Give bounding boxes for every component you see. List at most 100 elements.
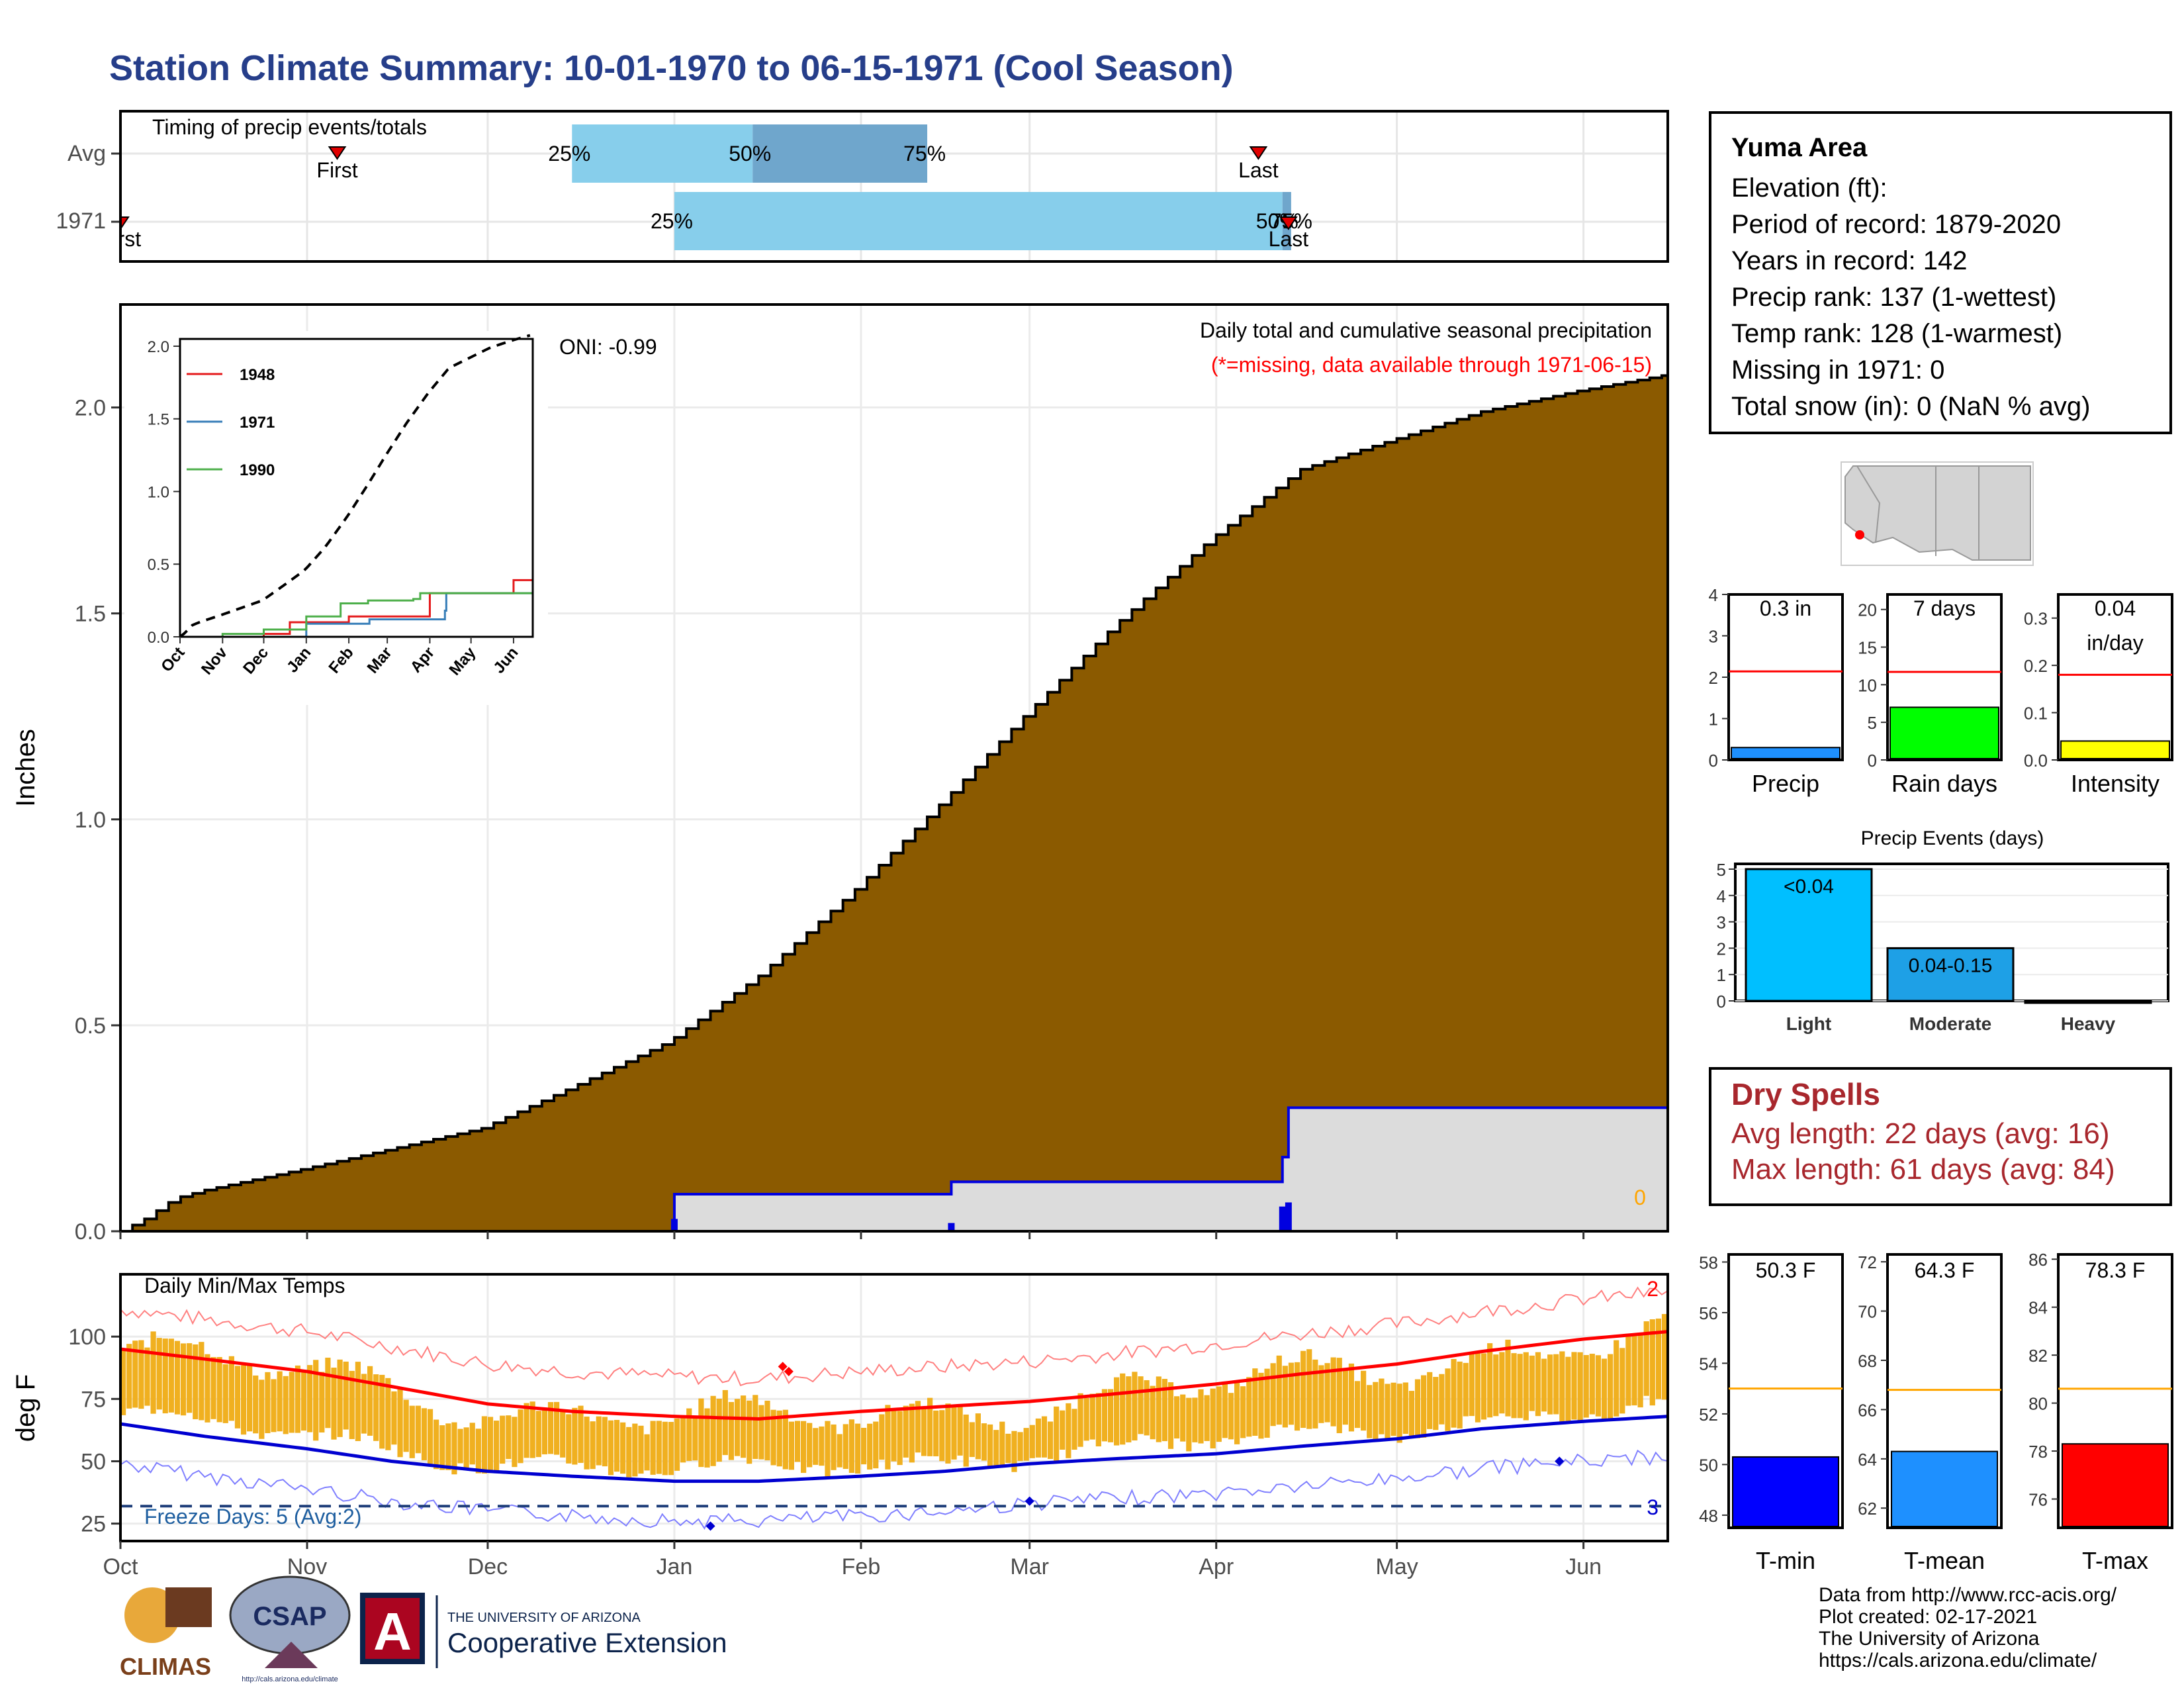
daily-temp-bar <box>187 1343 193 1413</box>
daily-temp-bar <box>253 1375 259 1434</box>
y-tick-label: 100 <box>68 1325 106 1350</box>
daily-temp-bar <box>1559 1351 1565 1423</box>
mini-y-label: 76 <box>2028 1490 2048 1510</box>
mini-y-label: 4 <box>1709 585 1718 605</box>
daily-temp-bar <box>247 1363 253 1432</box>
daily-temp-bar <box>578 1405 584 1463</box>
daily-precip-bar <box>1279 1206 1286 1231</box>
freeze-days-label: Freeze Days: 5 (Avg:2) <box>144 1505 361 1528</box>
daily-temp-bar <box>1216 1386 1222 1442</box>
mini-y-label: 1 <box>1709 710 1718 729</box>
daily-temp-bar <box>698 1398 704 1468</box>
daily-temp-bar <box>355 1362 361 1442</box>
daily-temp-bar <box>939 1410 945 1462</box>
station-map <box>1841 461 2034 566</box>
daily-temp-bar <box>1614 1340 1619 1417</box>
events-y-label: 4 <box>1717 886 1726 906</box>
daily-temp-bar <box>1318 1365 1324 1423</box>
daily-temp-bar <box>421 1408 428 1460</box>
mini-temp-value: 64.3 F <box>1915 1258 1975 1282</box>
daily-temp-bar <box>162 1338 168 1414</box>
daily-temp-bar <box>1517 1354 1523 1419</box>
daily-temp-bar <box>1373 1382 1379 1439</box>
daily-temp-bar <box>331 1368 337 1440</box>
daily-temp-bar <box>1427 1372 1433 1429</box>
daily-temp-bar <box>391 1391 397 1445</box>
daily-temp-bar <box>150 1331 156 1414</box>
mini-y-label: 48 <box>1699 1506 1718 1526</box>
mini-precip-frame <box>1727 593 1844 761</box>
mini-y-label: 0.3 <box>2024 609 2048 629</box>
cur-bar-25-50 <box>674 192 1283 250</box>
daily-temp-bar <box>741 1395 747 1458</box>
daily-temp-bar <box>240 1365 247 1435</box>
daily-temp-bar <box>337 1359 343 1437</box>
daily-temp-bar <box>1035 1418 1041 1458</box>
daily-temp-bar <box>210 1357 216 1419</box>
daily-temp-bar <box>1294 1362 1300 1431</box>
daily-temp-bar <box>554 1401 560 1455</box>
avg-last-label: Last <box>1238 158 1279 182</box>
daily-temp-bar <box>951 1405 957 1460</box>
daily-temp-bar <box>271 1379 277 1432</box>
daily-temp-bar <box>1336 1358 1342 1434</box>
daily-temp-bar <box>1011 1430 1017 1472</box>
daily-temp-bar <box>915 1401 921 1453</box>
mini-y-label: 58 <box>1699 1252 1718 1272</box>
daily-temp-bar <box>1288 1362 1295 1425</box>
daily-temp-bar <box>361 1374 367 1434</box>
daily-temp-bar <box>1306 1349 1312 1429</box>
daily-temp-bar <box>126 1344 132 1409</box>
dry-spells-box: Dry Spells Avg length: 22 days (avg: 16)… <box>1709 1067 2172 1206</box>
station-line: Years in record: 142 <box>1731 246 1968 275</box>
daily-temp-bar <box>873 1421 879 1469</box>
daily-temp-bar <box>807 1423 813 1468</box>
daily-temp-bar <box>1095 1393 1101 1446</box>
mini-y-label: 3 <box>1709 627 1718 647</box>
daily-temp-bar <box>1529 1355 1535 1411</box>
daily-temp-bar <box>957 1404 963 1456</box>
daily-temp-bar <box>1408 1391 1415 1438</box>
station-name: Yuma Area <box>1731 133 1868 162</box>
precip-y-axis-label: Inches <box>11 729 40 807</box>
daily-temp-bar <box>205 1354 210 1423</box>
avg-bar-50-75 <box>752 124 928 183</box>
daily-temp-bar <box>512 1417 518 1468</box>
inset-series-1990 <box>180 592 533 638</box>
mini-y-label: 0.1 <box>2024 704 2048 724</box>
inset-bg <box>124 331 548 705</box>
temps-panel: 25 50 75 100 Daily Min/Max Temps Freeze Days:… <box>11 1273 1669 1579</box>
daily-temp-bar <box>1066 1403 1071 1458</box>
mini-y-label: 66 <box>1858 1400 1877 1420</box>
daily-temp-bar <box>494 1421 500 1472</box>
events-y-label: 0 <box>1717 992 1726 1011</box>
daily-temp-bar <box>1499 1352 1505 1414</box>
daily-temp-bar <box>1234 1380 1240 1444</box>
daily-temp-bar <box>1565 1356 1571 1423</box>
daily-temp-bar <box>1457 1361 1463 1429</box>
daily-temp-bar <box>722 1389 728 1456</box>
inset-avg-line <box>179 334 531 638</box>
y-tick-label: 0.5 <box>75 1013 106 1039</box>
record-min-line <box>120 1449 1668 1530</box>
daily-temp-bar <box>144 1347 150 1406</box>
daily-temp-bar <box>1390 1382 1396 1436</box>
daily-temp-bar <box>307 1365 313 1432</box>
y-tick-label: 0.0 <box>75 1219 106 1244</box>
mini-y-label: 64 <box>1858 1450 1877 1470</box>
daily-temp-bar <box>921 1409 927 1456</box>
daily-temp-bar <box>825 1421 831 1477</box>
page-title: Station Climate Summary: 10-01-1970 to 0… <box>109 48 1234 88</box>
climas-mark-icon <box>165 1587 212 1627</box>
mini-temp-value: 78.3 F <box>2085 1258 2146 1282</box>
mini-precip-value: 0.3 in <box>1760 596 1811 620</box>
daily-temp-bar <box>1047 1421 1054 1459</box>
daily-temp-bar <box>650 1421 656 1475</box>
daily-temp-bar <box>500 1415 506 1464</box>
daily-temp-bar <box>1571 1352 1577 1420</box>
daily-temp-bar <box>349 1370 355 1439</box>
daily-temp-bar <box>1619 1348 1625 1414</box>
daily-temp-bar <box>234 1366 241 1429</box>
daily-temp-bar <box>602 1417 608 1467</box>
daily-temp-bar <box>1077 1393 1083 1447</box>
